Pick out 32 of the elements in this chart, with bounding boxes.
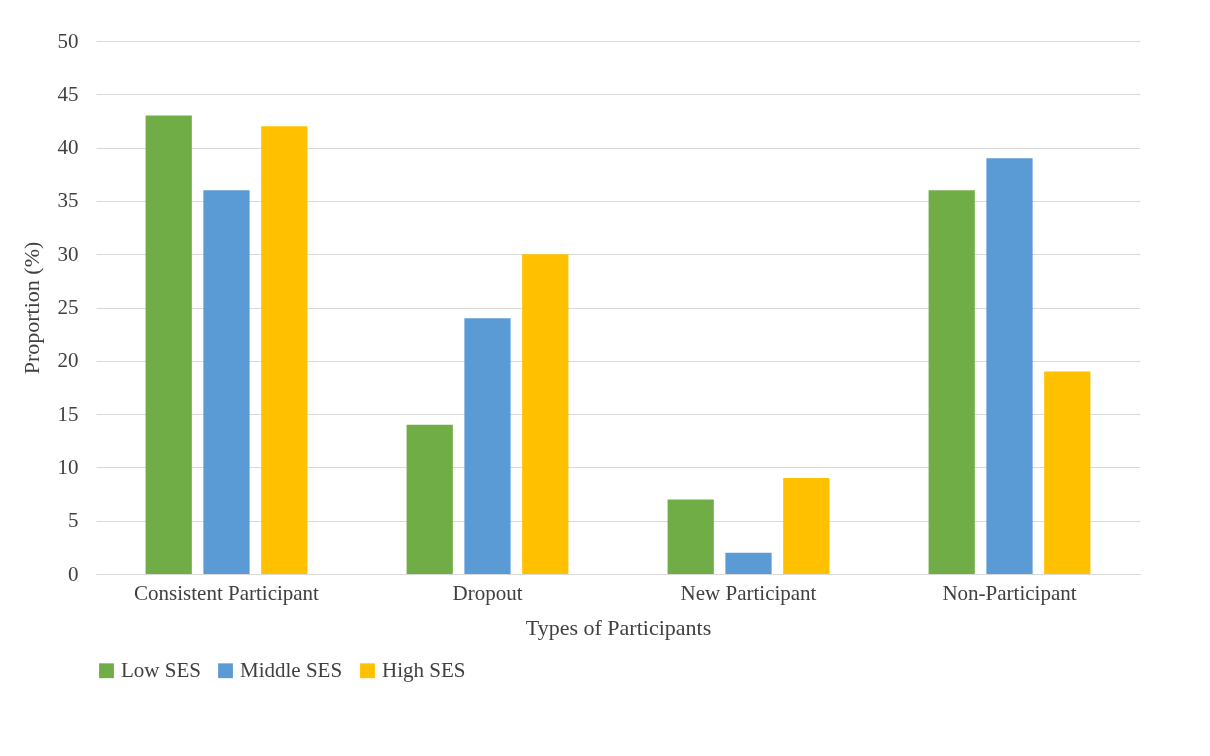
- y-tick-label: 15: [57, 401, 79, 426]
- bar: [145, 115, 192, 574]
- y-tick-label: 5: [68, 508, 79, 533]
- y-tick-label: 35: [57, 188, 79, 213]
- legend-label: Middle SES: [240, 657, 343, 682]
- bar: [986, 158, 1033, 574]
- x-tick-label: Consistent Participant: [134, 580, 320, 605]
- legend-label: High SES: [382, 657, 466, 682]
- x-tick-label: New Participant: [680, 580, 817, 605]
- bar: [928, 190, 975, 574]
- y-tick-label: 0: [68, 561, 79, 586]
- bar: [261, 126, 308, 574]
- bar: [783, 478, 830, 574]
- bar: [667, 499, 714, 574]
- x-tick-label: Dropout: [452, 580, 523, 605]
- y-tick-label: 30: [57, 241, 79, 266]
- y-tick-label: 40: [57, 135, 79, 160]
- x-tick-label: Non-Participant: [942, 580, 1077, 605]
- x-axis-title: Types of Participants: [525, 614, 712, 640]
- bar: [725, 552, 772, 574]
- bar: [1044, 371, 1091, 574]
- y-tick-label: 25: [57, 295, 79, 319]
- y-tick-label: 50: [57, 28, 79, 53]
- y-tick-label: 45: [57, 81, 79, 106]
- y-tick-label: 20: [57, 348, 79, 373]
- bar: [464, 318, 511, 574]
- legend-label: Low SES: [121, 657, 201, 682]
- bar: [522, 254, 569, 574]
- y-tick-label: 10: [57, 454, 79, 479]
- y-axis-title: Proportion (%): [18, 241, 44, 375]
- bar: [406, 424, 453, 574]
- bar: [203, 190, 250, 574]
